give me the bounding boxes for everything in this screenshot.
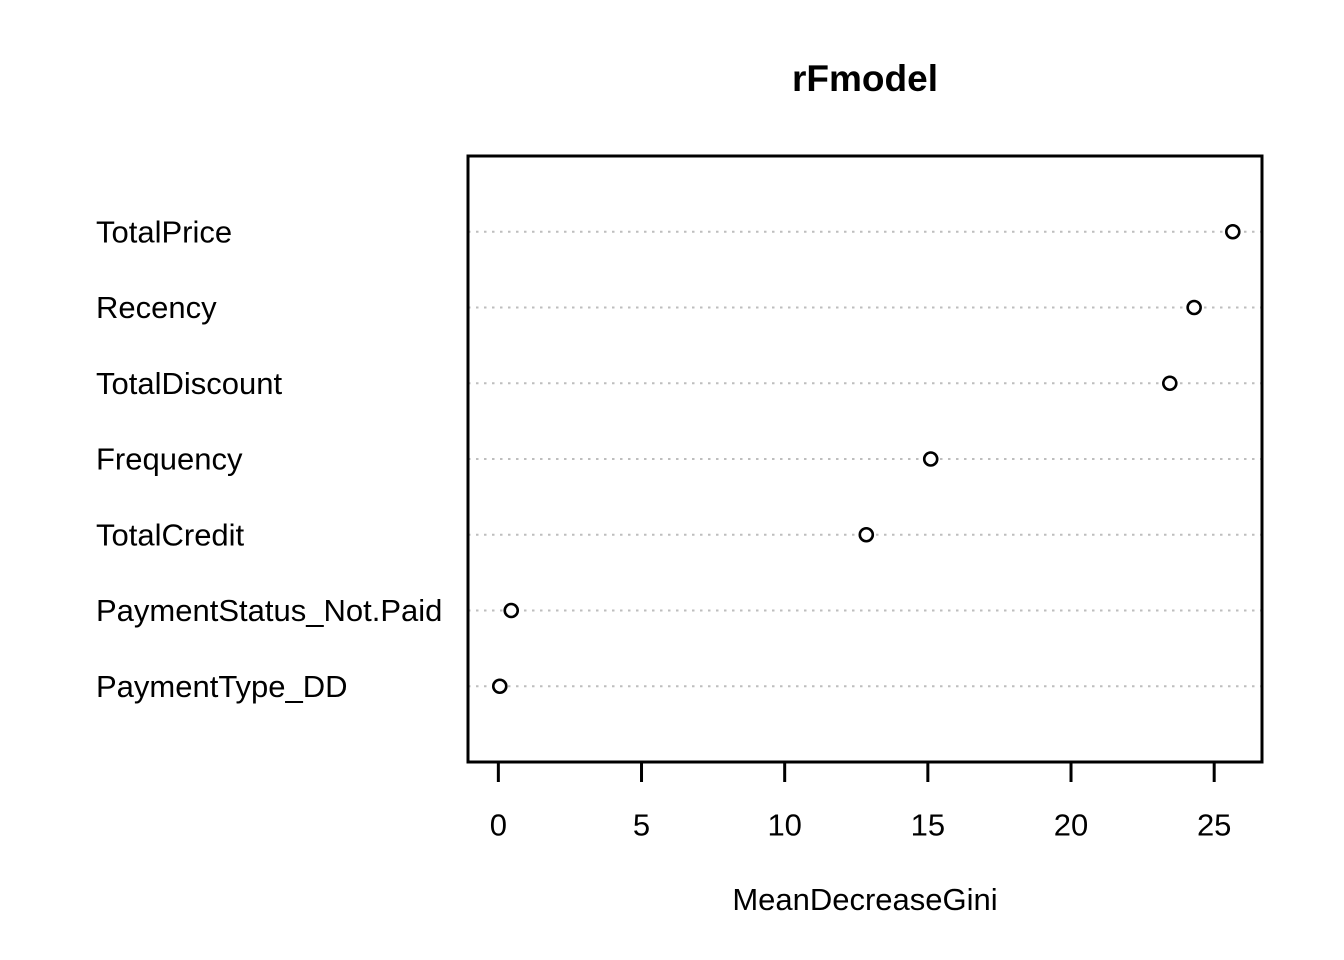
- x-axis-title: MeanDecreaseGini: [732, 882, 998, 917]
- y-category-label: TotalPrice: [96, 214, 232, 249]
- data-point: [922, 451, 939, 467]
- plot-box: [466, 154, 1264, 764]
- data-point: [503, 602, 520, 619]
- data-point: [858, 526, 875, 543]
- chart-title: rFmodel: [792, 58, 938, 99]
- y-category-label: PaymentStatus_Not.Paid: [96, 593, 442, 628]
- y-category-label: TotalDiscount: [96, 366, 282, 401]
- x-tick-label: 10: [767, 808, 801, 843]
- data-point: [1224, 223, 1241, 240]
- y-category-label: Frequency: [96, 442, 243, 477]
- x-tick-label: 20: [1054, 808, 1088, 843]
- x-tick-label: 25: [1197, 808, 1231, 843]
- x-tick-label: 15: [911, 808, 945, 843]
- y-category-label: Recency: [96, 290, 217, 325]
- y-category-label: TotalCredit: [96, 517, 245, 552]
- data-point: [1186, 299, 1202, 316]
- y-category-label: PaymentType_DD: [96, 669, 348, 704]
- x-tick-label: 5: [633, 808, 650, 843]
- data-point: [491, 678, 508, 695]
- data-point: [1162, 375, 1178, 392]
- x-tick-label: 0: [490, 808, 507, 843]
